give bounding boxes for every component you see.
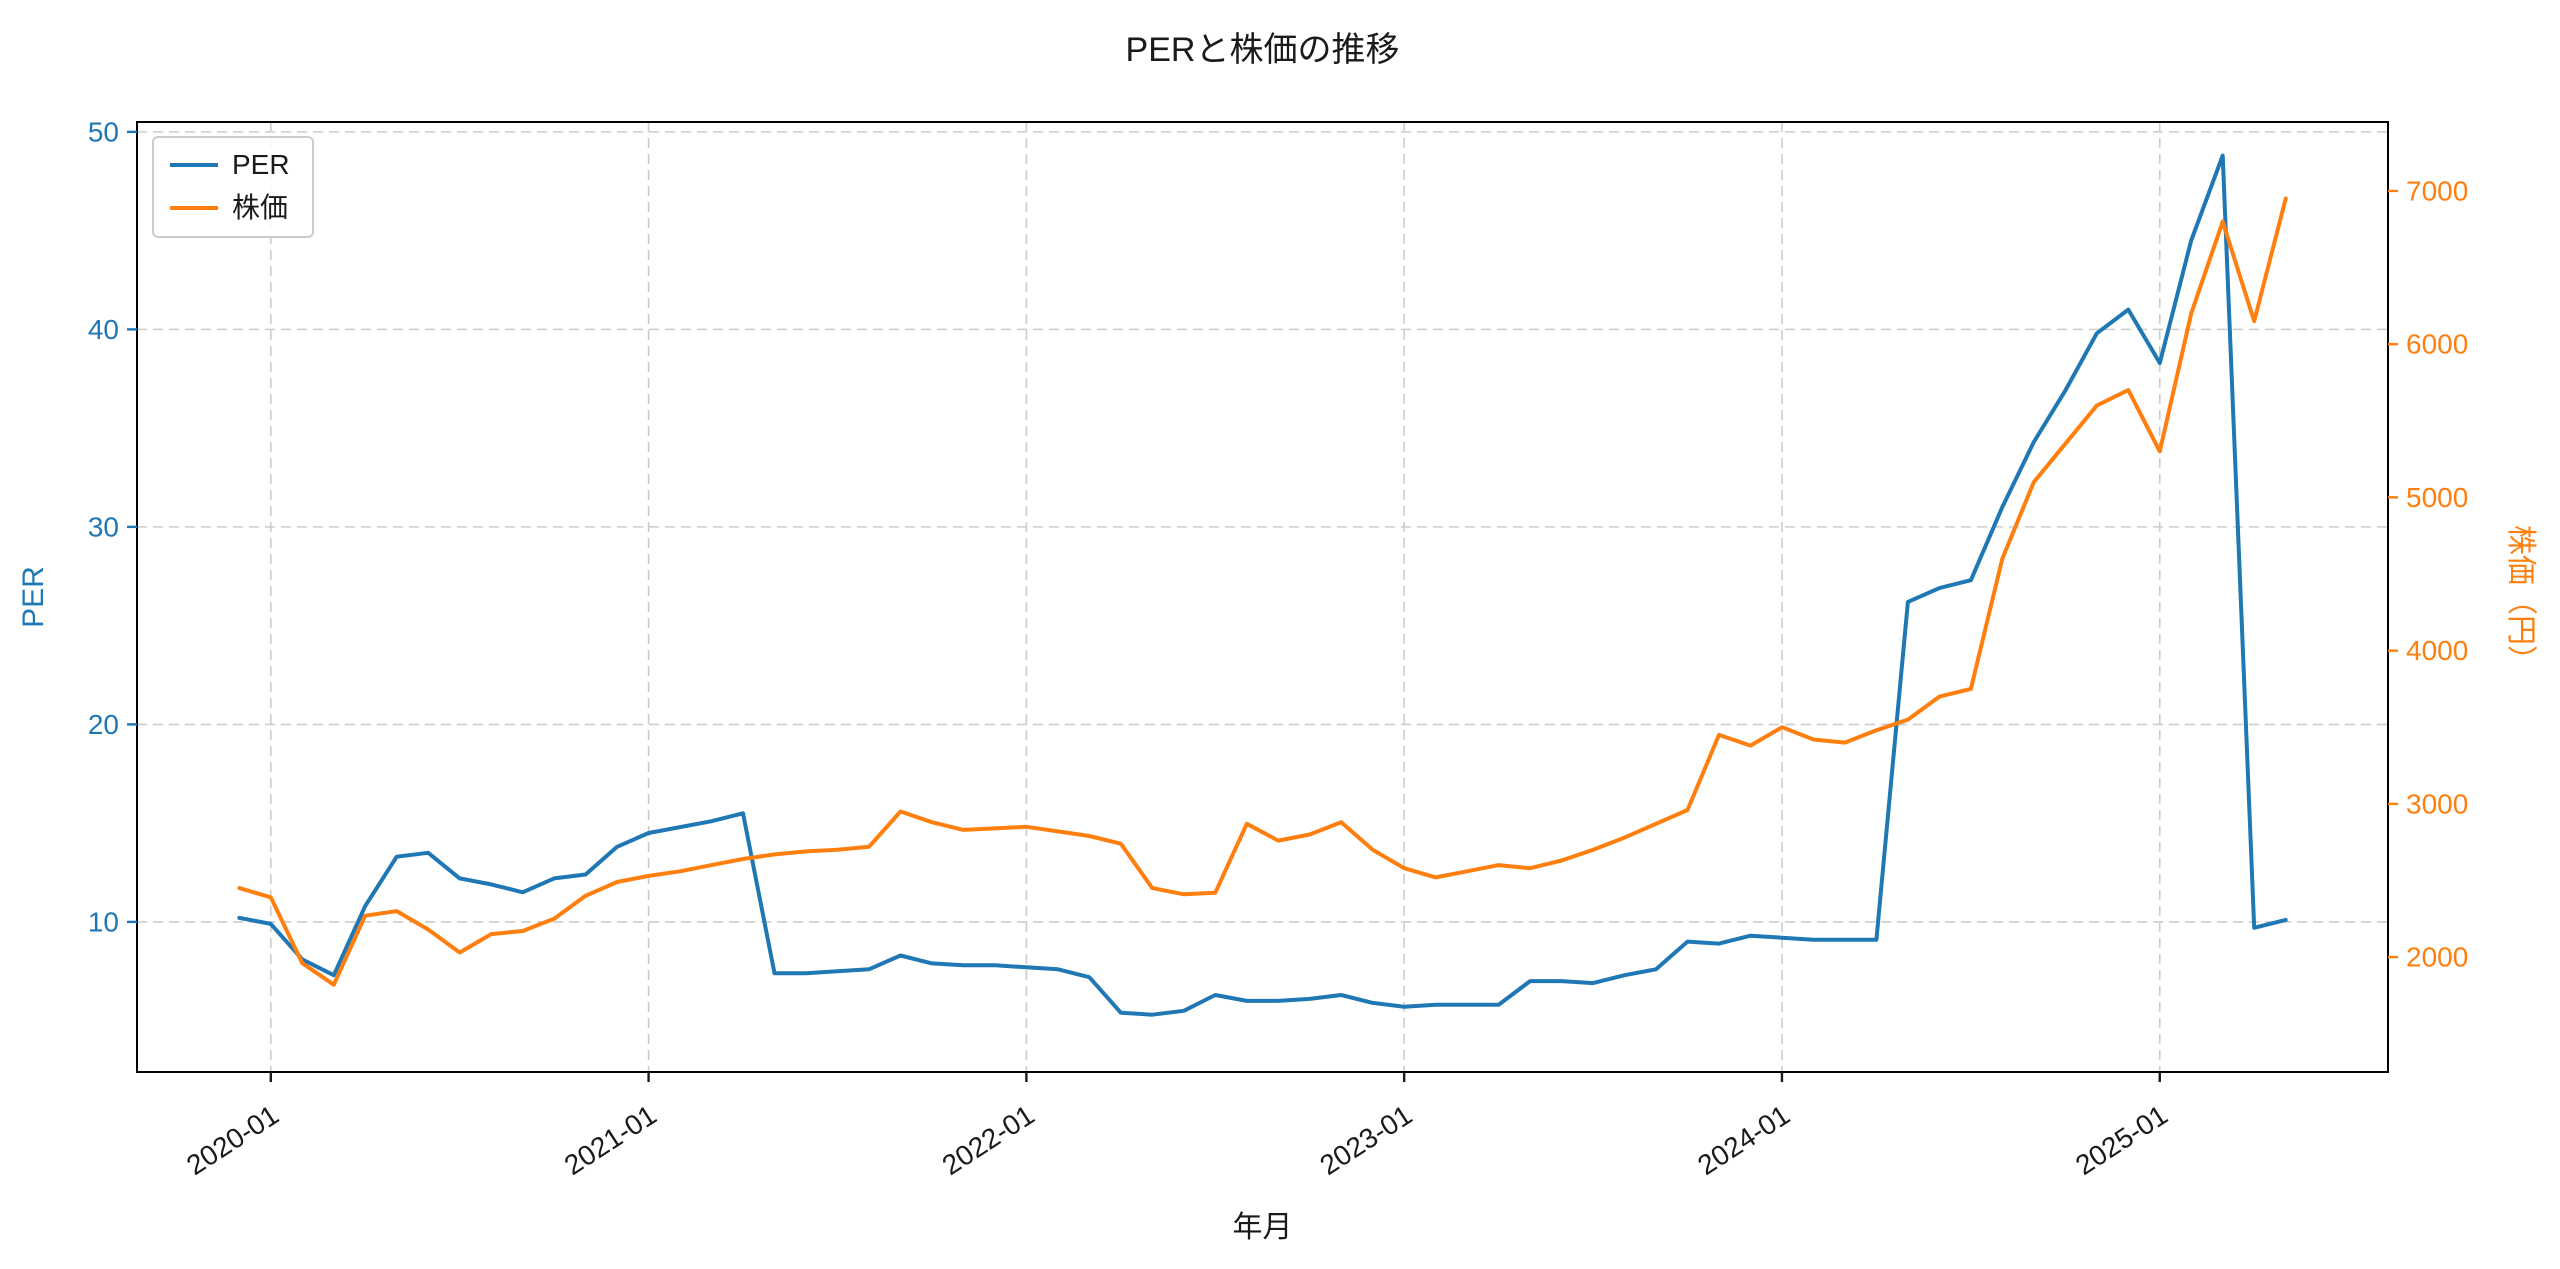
legend-label-kabuka: 株価 <box>232 191 289 223</box>
x-tick-label: 2024-01 <box>1692 1099 1795 1181</box>
series-line-kabuka <box>237 196 2288 987</box>
left-tick-label: 30 <box>88 511 119 542</box>
right-tick-label: 5000 <box>2406 482 2468 513</box>
x-tick-label: 2022-01 <box>937 1099 1040 1181</box>
chart-title: PERと株価の推移 <box>1125 31 1400 69</box>
right-tick-label: 7000 <box>2406 175 2468 206</box>
x-tick-label: 2020-01 <box>181 1099 284 1181</box>
right-tick-label: 4000 <box>2406 635 2468 666</box>
legend-item-kabuka: 株価 <box>170 191 290 224</box>
x-tick-label: 2023-01 <box>1314 1099 1417 1181</box>
x-tick-label: 2025-01 <box>2070 1099 2173 1181</box>
plot-border <box>136 121 2389 1073</box>
legend-label-per: PER <box>232 149 290 180</box>
legend-line-sample-per <box>170 163 218 168</box>
left-tick-label: 40 <box>88 314 119 345</box>
legend-line-sample-kabuka <box>170 206 218 211</box>
x-tick-label: 2021-01 <box>559 1099 662 1181</box>
legend: PER 株価 <box>152 136 314 238</box>
left-tick-label: 50 <box>88 116 119 147</box>
right-y-axis-label: 株価（円） <box>2504 525 2537 675</box>
right-tick-label: 3000 <box>2406 788 2468 819</box>
right-tick-label: 2000 <box>2406 942 2468 973</box>
left-tick-label: 20 <box>88 709 119 740</box>
left-y-axis-label: PER <box>17 566 50 628</box>
left-tick-label: 10 <box>88 906 119 937</box>
right-tick-label: 6000 <box>2406 329 2468 360</box>
legend-item-per: PER <box>170 149 290 181</box>
series-line-per <box>237 153 2288 1017</box>
x-axis-label: 年月 <box>1232 1211 1293 1244</box>
